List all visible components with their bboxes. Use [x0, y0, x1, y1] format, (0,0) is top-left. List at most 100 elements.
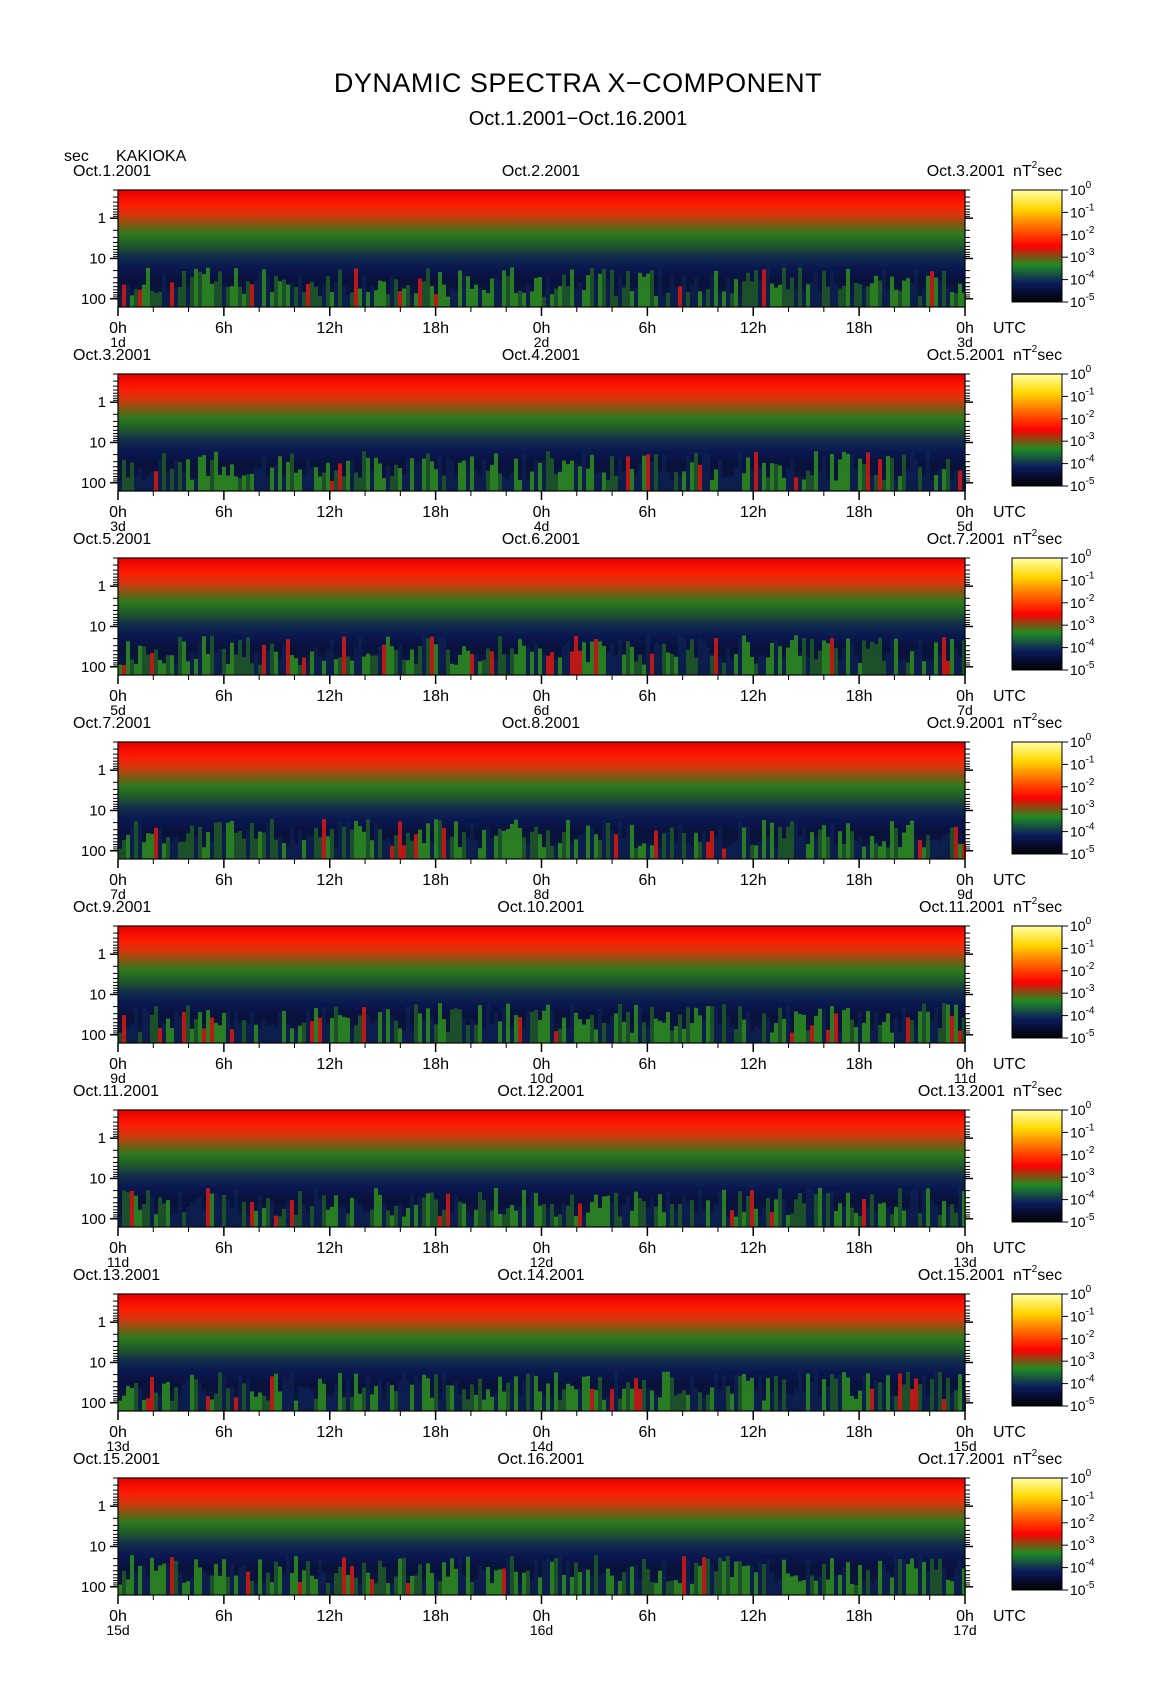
y-axis: 1 10 100	[81, 1477, 973, 1596]
x-tick-label: 6h	[638, 1608, 656, 1625]
panel-date-right: Oct.13.2001	[918, 1083, 1005, 1100]
colorbar-tick-label: 10-2	[1070, 593, 1095, 611]
colorbar-scale	[1011, 741, 1063, 855]
x-timezone-label: UTC	[993, 1240, 1026, 1257]
x-tick-label: 12h	[316, 1240, 343, 1257]
spectrogram-activity	[118, 1371, 966, 1411]
y-tick-label: 100	[81, 1395, 106, 1412]
x-tick-label: 0h	[533, 320, 551, 337]
colorbar-tick-label: 10-4	[1070, 1190, 1095, 1208]
panel-date-mid: Oct.8.2001	[502, 715, 580, 732]
colorbar: 100 10-1 10-2 10-3 10-4 10-5	[1011, 1100, 1095, 1230]
y-axis: 1 10 100	[81, 189, 973, 308]
chart-subtitle: Oct.1.2001−Oct.16.2001	[468, 108, 688, 130]
y-tick-label: 100	[81, 659, 106, 676]
colorbar-tick-label: 10-3	[1070, 1535, 1095, 1553]
x-day-label: 13d	[953, 1254, 976, 1270]
panel-date-right: Oct.17.2001	[918, 1451, 1005, 1468]
colorbar-tick-label: 10-1	[1070, 1306, 1095, 1324]
colorbar-unit-label: nT2sec	[1013, 1264, 1062, 1284]
colorbar-scale	[1011, 189, 1063, 303]
y-axis: 1 10 100	[81, 925, 973, 1044]
panel-date-left: Oct.7.2001	[73, 715, 151, 732]
x-tick-label: 12h	[740, 320, 767, 337]
x-axis: 0h 6h 12h 18h 0h 6h 12h 18h 0h UTC 3d 4d 5d	[109, 491, 1026, 534]
x-timezone-label: UTC	[993, 504, 1026, 521]
spectra-panel-2: Oct.3.2001 Oct.4.2001 Oct.5.2001 nT2sec1101…	[73, 344, 1095, 534]
x-tick-label: 0h	[956, 504, 974, 521]
panel-date-mid: Oct.16.2001	[497, 1451, 584, 1468]
spectra-panel-6: Oct.11.2001 Oct.12.2001 Oct.13.2001 nT2sec1…	[73, 1080, 1095, 1270]
colorbar-tick-label: 10-3	[1070, 615, 1095, 633]
panel-date-left: Oct.11.2001	[73, 1083, 159, 1100]
y-tick-label: 10	[89, 434, 106, 451]
x-tick-label: 0h	[109, 1056, 127, 1073]
y-tick-label: 10	[89, 1538, 106, 1555]
x-tick-label: 18h	[846, 872, 873, 889]
y-tick-label: 10	[89, 250, 106, 267]
panel-date-right: Oct.11.2001	[919, 899, 1005, 916]
colorbar: 100 10-1 10-2 10-3 10-4 10-5	[1011, 180, 1095, 310]
y-axis: 1 10 100	[81, 1109, 973, 1228]
colorbar-tick-label: 10-1	[1070, 938, 1095, 956]
x-tick-label: 12h	[740, 688, 767, 705]
colorbar-tick-label: 10-4	[1070, 822, 1095, 840]
y-tick-label: 10	[89, 986, 106, 1003]
spectrogram-activity	[118, 1187, 966, 1227]
spectra-panel-5: Oct.9.2001 Oct.10.2001 Oct.11.2001 nT2sec11…	[73, 896, 1095, 1086]
colorbar-tick-label: 10-1	[1070, 570, 1095, 588]
x-tick-label: 0h	[533, 688, 551, 705]
x-tick-label: 6h	[638, 504, 656, 521]
spectra-panel-7: Oct.13.2001 Oct.14.2001 Oct.15.2001 nT2sec1…	[73, 1264, 1095, 1454]
x-tick-label: 0h	[956, 1424, 974, 1441]
x-timezone-label: UTC	[993, 1608, 1026, 1625]
colorbar-tick-label: 100	[1070, 1284, 1092, 1302]
colorbar: 100 10-1 10-2 10-3 10-4 10-5	[1011, 548, 1095, 678]
x-tick-label: 6h	[215, 504, 233, 521]
x-timezone-label: UTC	[993, 1056, 1026, 1073]
colorbar-tick-label: 10-3	[1070, 431, 1095, 449]
spectra-panel-4: Oct.7.2001 Oct.8.2001 Oct.9.2001 nT2sec1101…	[73, 712, 1095, 902]
colorbar-tick-label: 10-5	[1070, 1028, 1095, 1046]
colorbar-unit-label: nT2sec	[1013, 1448, 1062, 1468]
y-tick-label: 1	[98, 762, 106, 779]
colorbar-tick-label: 10-4	[1070, 1006, 1095, 1024]
x-tick-label: 6h	[638, 872, 656, 889]
colorbar: 100 10-1 10-2 10-3 10-4 10-5	[1011, 1468, 1095, 1598]
x-tick-label: 18h	[846, 320, 873, 337]
colorbar-tick-label: 10-2	[1070, 1513, 1095, 1531]
y-tick-label: 1	[98, 946, 106, 963]
x-tick-label: 12h	[316, 320, 343, 337]
y-axis: 1 10 100	[81, 557, 973, 676]
x-day-label: 5d	[110, 702, 126, 718]
y-tick-label: 100	[81, 291, 106, 308]
x-day-label: 4d	[534, 518, 550, 534]
x-tick-label: 0h	[956, 688, 974, 705]
x-tick-label: 12h	[316, 504, 343, 521]
x-timezone-label: UTC	[993, 688, 1026, 705]
x-day-label: 17d	[953, 1622, 976, 1638]
x-tick-label: 0h	[956, 320, 974, 337]
chart-title: DYNAMIC SPECTRA X−COMPONENT	[333, 68, 823, 98]
colorbar: 100 10-1 10-2 10-3 10-4 10-5	[1011, 1284, 1095, 1414]
x-tick-label: 6h	[215, 1424, 233, 1441]
x-tick-label: 18h	[846, 1240, 873, 1257]
colorbar-tick-label: 100	[1070, 732, 1092, 750]
x-axis: 0h 6h 12h 18h 0h 6h 12h 18h 0h UTC 11d 12d 13d	[107, 1227, 1026, 1270]
x-day-label: 9d	[957, 886, 973, 902]
spectrogram-activity	[118, 1555, 966, 1595]
x-tick-label: 18h	[846, 504, 873, 521]
panel-date-left: Oct.13.2001	[73, 1267, 160, 1284]
colorbar-tick-label: 10-4	[1070, 1374, 1095, 1392]
x-tick-label: 0h	[533, 1424, 551, 1441]
panel-date-right: Oct.15.2001	[918, 1267, 1005, 1284]
colorbar: 100 10-1 10-2 10-3 10-4 10-5	[1011, 364, 1095, 494]
x-tick-label: 6h	[215, 1240, 233, 1257]
x-tick-label: 0h	[109, 872, 127, 889]
x-axis: 0h 6h 12h 18h 0h 6h 12h 18h 0h UTC 15d 16d 17d	[106, 1595, 1026, 1638]
x-tick-label: 6h	[638, 688, 656, 705]
colorbar-tick-label: 10-3	[1070, 799, 1095, 817]
colorbar-tick-label: 100	[1070, 1468, 1092, 1486]
x-tick-label: 0h	[109, 320, 127, 337]
colorbar-tick-label: 10-2	[1070, 225, 1095, 243]
